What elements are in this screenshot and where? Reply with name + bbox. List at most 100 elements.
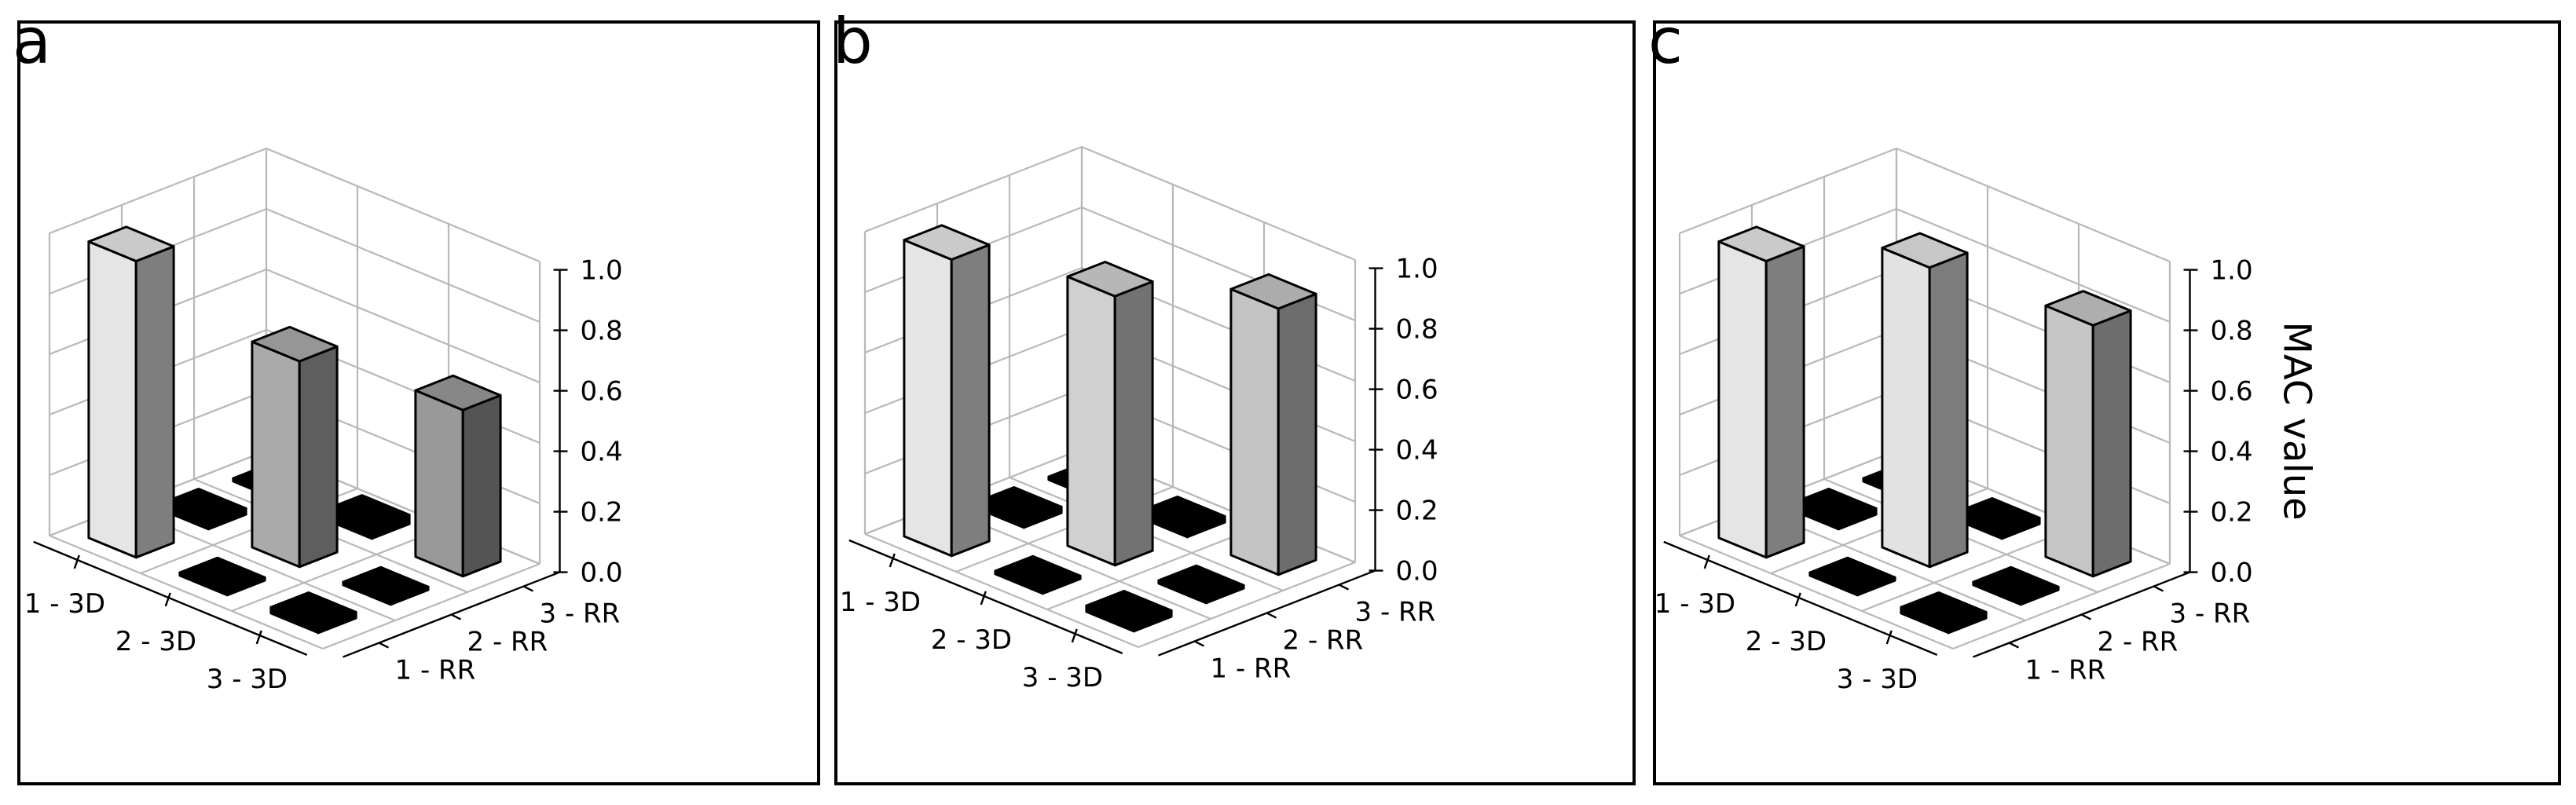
gridline-y-floor [49, 534, 324, 650]
bar-top-face [1953, 497, 2041, 534]
bar-top-face [1808, 556, 1896, 594]
bar-right-face [950, 243, 991, 558]
bar [251, 325, 339, 569]
bar [342, 565, 430, 606]
z-tick-label: 0.6 [1396, 375, 1438, 406]
gridline-y-floor [864, 532, 1139, 649]
z-tick-label: 0.2 [1396, 496, 1438, 527]
bar-right-face [2091, 309, 2132, 578]
y-tick-label: 1 - RR [2025, 655, 2106, 686]
z-tick-label: 0.8 [2211, 316, 2253, 347]
panel-letter: b [833, 5, 873, 78]
x-tick-label: 3 - 3D [1837, 664, 1918, 695]
bar-top-face [251, 325, 339, 363]
z-tick-label: 0.6 [2211, 376, 2253, 408]
bar-right-face [134, 245, 175, 559]
bar-top-face [414, 374, 502, 412]
x-tick [1885, 630, 1893, 645]
bar-top-face [975, 486, 1063, 523]
y-tick [2008, 642, 2020, 649]
bar-top-face [1900, 591, 1988, 628]
bar-top-face [87, 225, 175, 262]
y-tick [522, 585, 534, 592]
bar-left-face [2044, 304, 2094, 578]
gridline-x-floor [1046, 523, 1265, 611]
bar3d-plot: 0.0 0.2 0.4 0.6 0.8 1.0 1 - 3D 2 - 3D 3 - 3D 1 - … [1654, 147, 2319, 695]
bar-left-face [903, 239, 953, 558]
bar [414, 374, 502, 578]
z-tick-label: 0.2 [581, 497, 623, 529]
bar-top-face [269, 591, 357, 628]
bar-right-face [1764, 245, 1805, 559]
x-tick [1703, 554, 1710, 569]
bar-top-face [994, 554, 1082, 592]
x-tick-label: 3 - 3D [1022, 662, 1103, 693]
x-tick [980, 591, 987, 606]
z-tick-label: 1.0 [2211, 255, 2253, 287]
bar-top-face [178, 556, 266, 594]
gridline-y-floor [1679, 534, 1954, 650]
y-tick-label: 3 - RR [2170, 598, 2251, 630]
bar [1229, 273, 1317, 576]
z-tick-label: 1.0 [581, 255, 623, 287]
z-tick-label: 0.4 [1396, 435, 1438, 467]
z-tick-label: 0.0 [1396, 556, 1438, 587]
bar [1972, 565, 2060, 606]
y-tick [2080, 613, 2092, 620]
z-tick-label: 0.4 [2211, 437, 2253, 468]
gridline-x-floor [231, 525, 449, 613]
z-tick-label: 0.0 [2211, 558, 2253, 589]
panel-letter: c [1648, 5, 1683, 78]
bar [1066, 261, 1154, 567]
z-tick-label: 0.6 [581, 376, 623, 408]
x-tick-label: 2 - 3D [931, 624, 1012, 656]
panel-b: b 0.0 0.2 0.4 0.6 0.8 1.0 1 - 3D 2 - 3D 3 - 3D 1 … [833, 5, 1636, 785]
bar-top-face [1157, 564, 1245, 602]
bar-right-face [1277, 292, 1317, 576]
x-tick [1071, 628, 1078, 643]
y-tick-label: 2 - RR [467, 627, 548, 658]
bar-top-face [1881, 232, 1969, 269]
x-tick-label: 2 - 3D [115, 626, 196, 657]
x-tick-label: 3 - 3D [207, 664, 288, 695]
gridline-x-floor [1138, 561, 1356, 649]
gridline-x-floor [1952, 562, 2171, 650]
bar-top-face [1138, 496, 1226, 532]
x-tick-label: 1 - 3D [1654, 588, 1735, 620]
panel-a: a 0.0 0.2 0.4 0.6 0.8 1.0 1 - 3D 2 - 3D 3 - 3D 1 … [13, 5, 820, 785]
panel-letter: a [13, 5, 51, 78]
y-tick-label: 3 - RR [540, 598, 621, 630]
bar-left-face [1717, 240, 1768, 559]
bar-left-face [1881, 247, 1931, 569]
bar-top-face [1229, 273, 1317, 310]
bar-top-face [1085, 590, 1173, 627]
bar [87, 225, 175, 559]
bar [903, 224, 991, 558]
y-tick-label: 3 - RR [1355, 597, 1436, 628]
bar-left-face [1229, 287, 1280, 576]
bar3d-plot: 0.0 0.2 0.4 0.6 0.8 1.0 1 - 3D 2 - 3D 3 - 3D 1 - … [840, 145, 1438, 693]
bar-right-face [298, 345, 339, 569]
bar-top-face [1972, 565, 2060, 603]
x-tick [73, 554, 80, 569]
x-axis-line [33, 540, 308, 657]
bar [1900, 591, 1988, 635]
gridline-x-floor [1861, 525, 2079, 613]
z-tick-label: 0.8 [1396, 314, 1438, 346]
bar-top-face [342, 565, 430, 603]
z-tick-label: 0.0 [581, 558, 623, 589]
bar-top-face [323, 494, 411, 531]
bar-top-face [1790, 488, 1878, 525]
bar-top-face [903, 224, 991, 261]
bar-right-face [1928, 251, 1969, 569]
y-tick-label: 1 - RR [1211, 653, 1292, 685]
z-axis-label: MAC value [2275, 321, 2319, 520]
z-tick-label: 1.0 [1396, 254, 1438, 285]
bar-left-face [1066, 275, 1116, 567]
z-tick-label: 0.8 [581, 316, 623, 347]
z-tick-label: 0.2 [2211, 497, 2253, 529]
y-tick [450, 613, 462, 620]
x-tick-label: 1 - 3D [840, 587, 921, 618]
x-tick [1794, 592, 1801, 607]
